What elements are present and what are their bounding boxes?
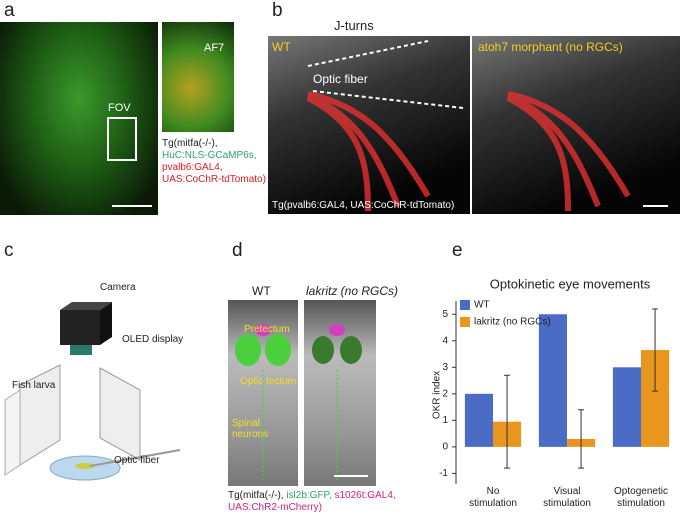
caption-part: UAS:CoChR-tdTomato): [162, 174, 266, 185]
y-tick-label: 3: [442, 362, 448, 373]
legend-label: WT: [474, 300, 490, 311]
label: OLED display: [122, 334, 184, 345]
caption-part: HuC:NLS-GCaMP6s,: [162, 150, 257, 161]
panel-letter: b: [272, 0, 283, 21]
x-tick-label-box: Optogenetic stimulation: [614, 486, 668, 509]
caption-part: UAS:ChR2-mCherry): [228, 502, 322, 513]
scale-bar: [112, 205, 152, 207]
caption-part: s1026t:GAL4,: [334, 490, 396, 501]
inset-image: [162, 22, 234, 132]
legend-swatch: [460, 317, 470, 327]
caption: Tg(mitfa(-/-), HuC:NLS-GCaMP6s, pvalb6:GAL…: [162, 138, 266, 186]
panel-letter: a: [4, 0, 15, 21]
caption-part: isl2b:GFP,: [286, 490, 332, 501]
x-tick-label: No stimulation: [469, 486, 517, 509]
bar: [464, 393, 493, 447]
chart-title: Optokinetic eye movements: [490, 276, 651, 291]
label: Optic tectum: [240, 376, 297, 387]
x-tick-label-box: Visual stimulation: [543, 486, 591, 509]
legend-swatch: [460, 300, 470, 310]
legend-label: lakritz (no RGCs): [474, 317, 551, 328]
chart: Optokinetic eye movements OKR index -1 0 1…: [432, 276, 670, 509]
caption: Tg(pvalb6:GAL4, UAS:CoChR-tdTomato): [272, 200, 455, 211]
label: Spinal neurons: [232, 418, 269, 440]
fov-label: FOV: [108, 102, 131, 114]
fov-box: [107, 117, 137, 161]
label: Fish larva: [12, 380, 56, 391]
inset-label: AF7: [204, 42, 225, 54]
caption-part: pvalb6:GAL4,: [162, 162, 223, 173]
caption: Tg(mitfa(-/-), isl2b:GFP, s1026t:GAL4, U…: [228, 490, 428, 514]
label: Optic fiber: [114, 455, 160, 466]
caption-part: Tg(mitfa(-/-),: [162, 138, 218, 149]
label: lakritz (no RGCs): [306, 284, 399, 298]
bar: [538, 314, 567, 447]
y-tick-label: 2: [442, 388, 448, 399]
label: atoh7 morphant (no RGCs): [478, 40, 623, 54]
y-tick-label: 4: [442, 335, 448, 346]
x-tick-label: Optogenetic stimulation: [614, 486, 668, 509]
panel-title: J-turns: [334, 18, 374, 33]
fluorescence-overlay: [235, 324, 368, 480]
label: WT: [252, 284, 271, 298]
label: Optic fiber: [313, 72, 368, 86]
x-tick-label-box: No stimulation: [469, 486, 517, 509]
caption-part: Tg(mitfa(-/-),: [228, 490, 284, 501]
setup-illustration: [4, 302, 181, 481]
panel-letter: d: [232, 240, 243, 261]
panel-letter: e: [452, 240, 463, 261]
y-tick-label: -1: [439, 468, 448, 479]
bar: [612, 367, 641, 447]
label: Pretectum: [244, 324, 290, 335]
panel-letter: c: [4, 240, 14, 261]
y-tick-label: 0: [442, 442, 448, 453]
label: Camera: [100, 282, 136, 293]
tail-overlay: [306, 40, 668, 212]
y-axis-label: OKR index: [432, 371, 443, 419]
y-tick-label: 5: [442, 309, 448, 320]
x-tick-label: Visual stimulation: [543, 486, 591, 509]
label: WT: [272, 40, 291, 54]
y-tick-label: 1: [442, 415, 448, 426]
